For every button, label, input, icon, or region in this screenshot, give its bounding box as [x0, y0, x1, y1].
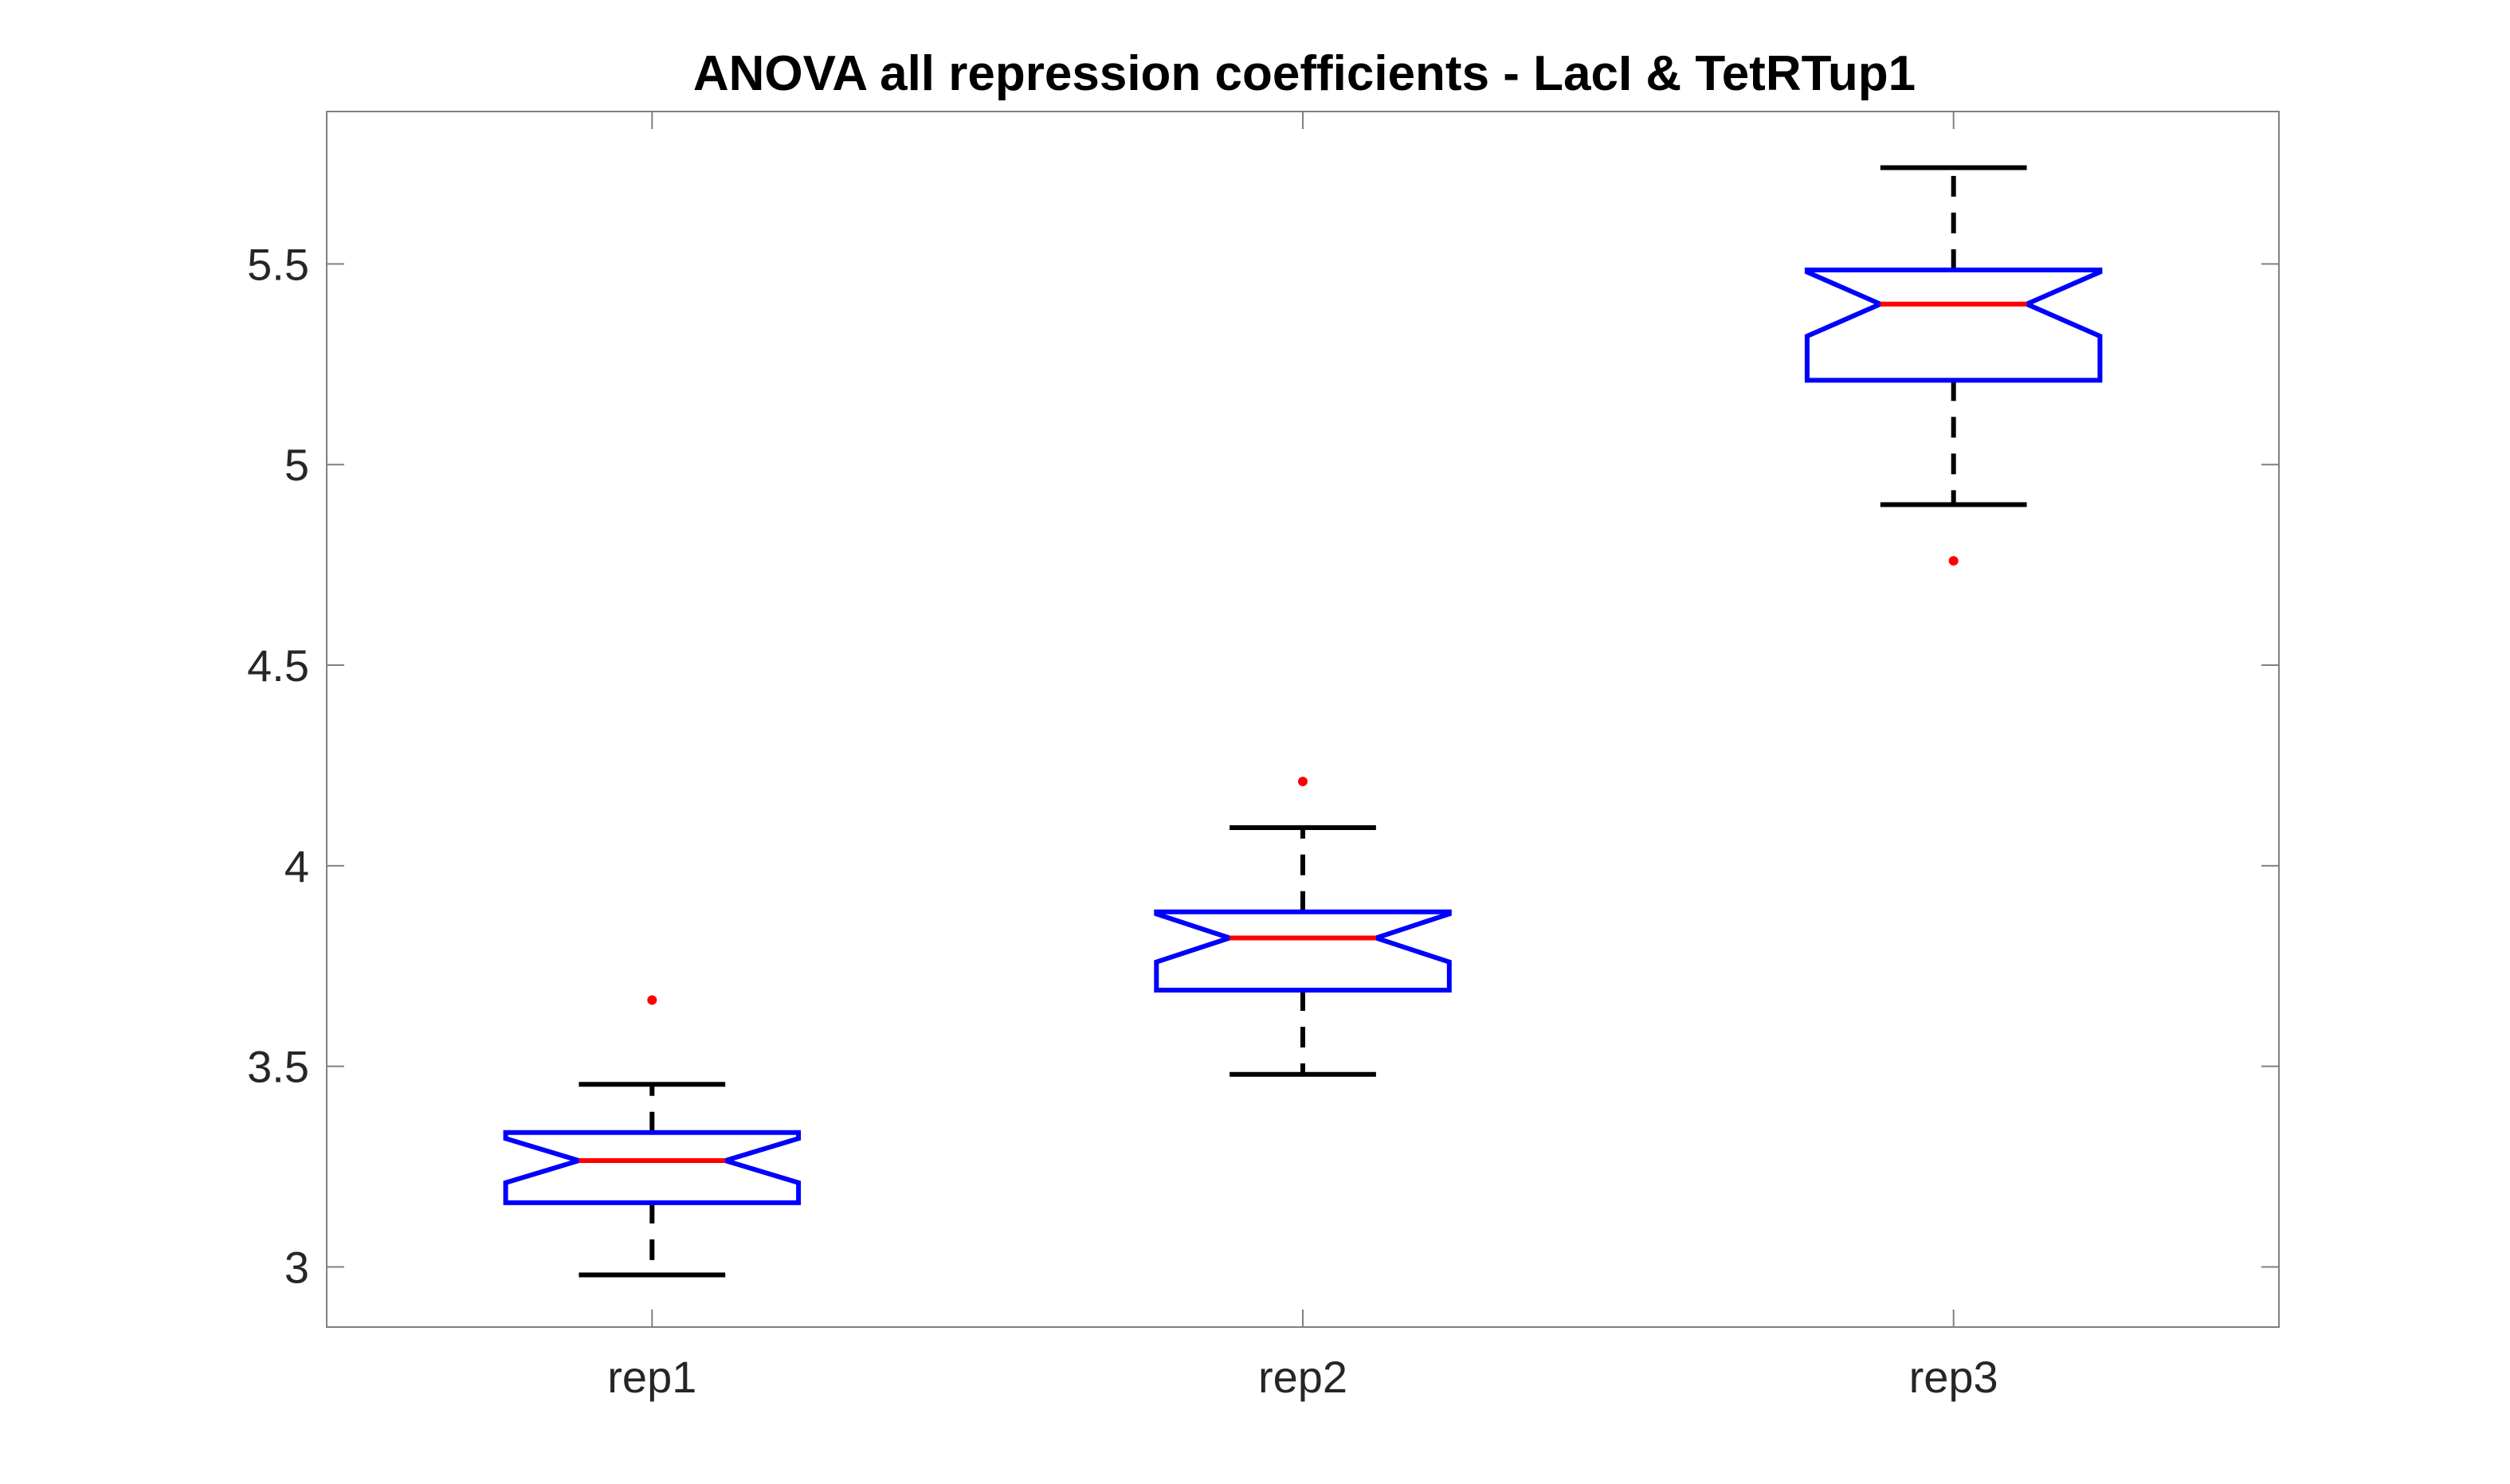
outlier-point — [1948, 556, 1959, 566]
y-tick-label: 3 — [284, 1242, 309, 1292]
y-tick-label: 5 — [284, 440, 309, 490]
y-tick-label: 4 — [284, 841, 309, 891]
x-tick-label: rep1 — [607, 1352, 696, 1402]
y-tick-label: 5.5 — [247, 239, 309, 289]
outlier-point — [1298, 777, 1308, 787]
notched-box — [503, 1130, 802, 1205]
notched-box — [1804, 267, 2103, 383]
y-tick-label: 3.5 — [247, 1042, 309, 1092]
outlier-point — [647, 995, 657, 1005]
plot-area — [326, 111, 2280, 1328]
y-tick-label: 4.5 — [247, 640, 309, 691]
box-group-rep3 — [1804, 165, 2103, 566]
box-group-rep1 — [503, 995, 802, 1278]
box-group-rep2 — [1154, 777, 1452, 1077]
x-tick-label: rep2 — [1258, 1352, 1347, 1402]
chart-title: ANOVA all repression coefficients - LacI… — [693, 46, 1916, 101]
x-tick-label: rep3 — [1909, 1352, 1998, 1402]
ticks-layer: 3 3.5 4 4.5 5 5.5 rep1 rep2 rep3 — [247, 112, 2279, 1402]
boxes-layer — [503, 165, 2103, 1278]
notched-box — [1154, 909, 1452, 993]
